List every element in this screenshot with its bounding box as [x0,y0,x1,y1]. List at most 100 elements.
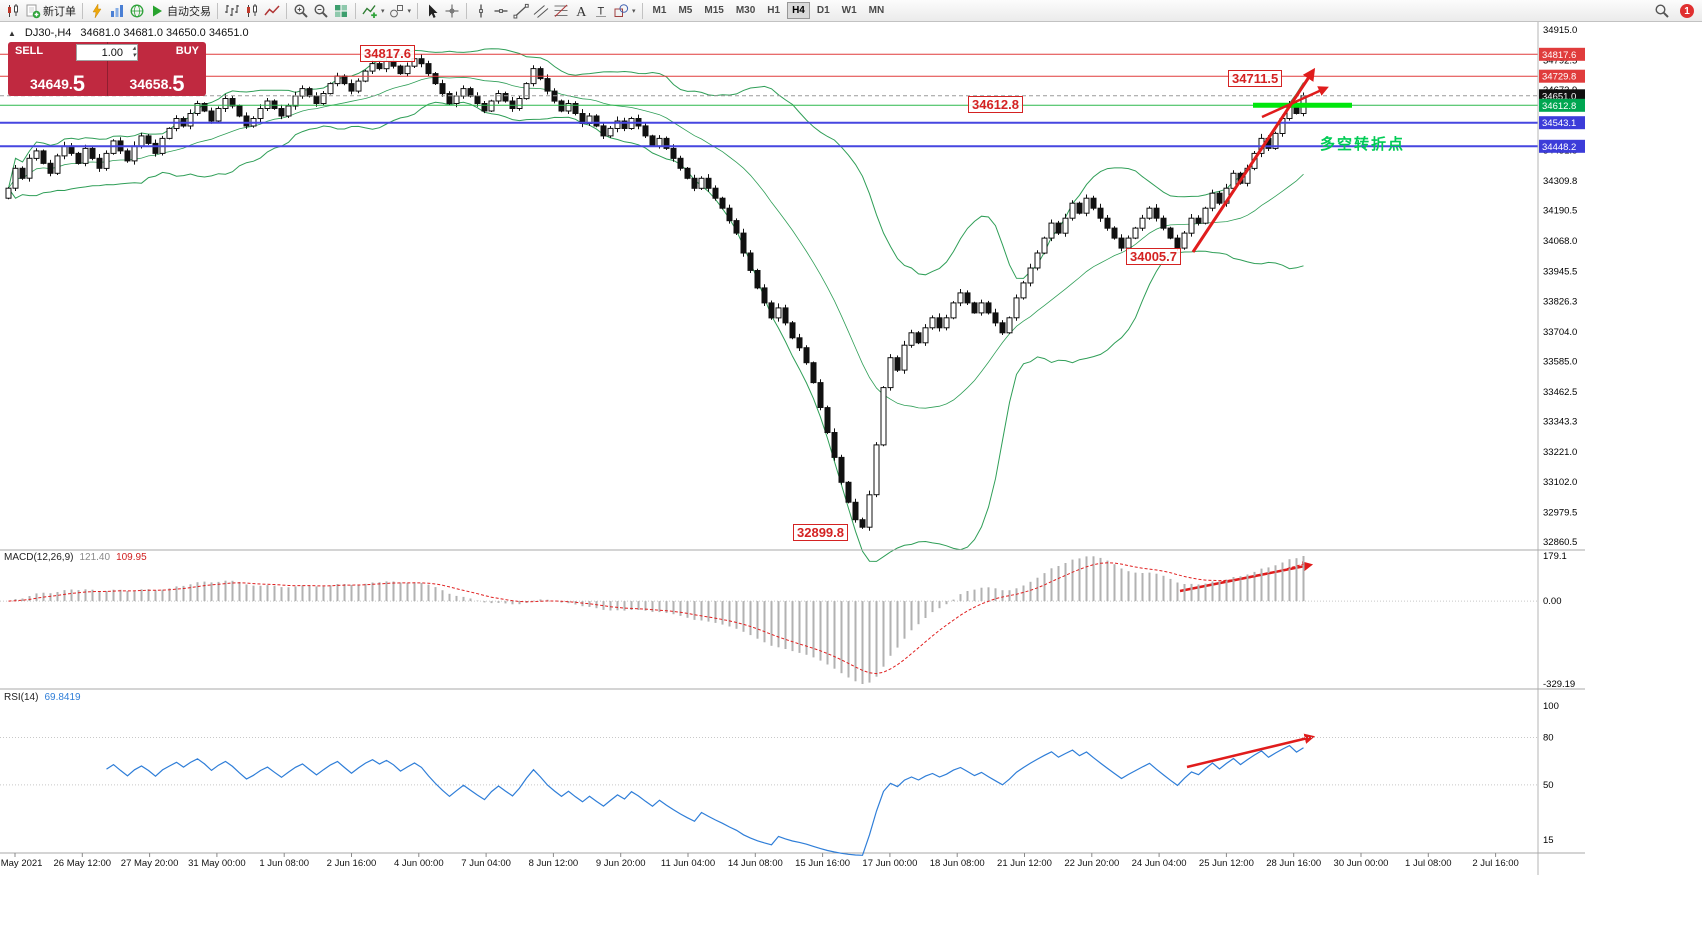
notification-badge[interactable]: 1 [1680,4,1694,18]
trend-arrow[interactable] [1191,67,1316,253]
svg-text:32860.5: 32860.5 [1543,537,1577,548]
svg-text:1 Jun 08:00: 1 Jun 08:00 [259,858,309,869]
svg-text:4 Jun 00:00: 4 Jun 00:00 [394,858,444,869]
candle-chart-button-icon [244,3,260,19]
one-click-trading-panel: SELL 34649.5 BUY 34658.5 1.00 ▴ ▾ [8,42,206,96]
zoom-in-button[interactable] [291,1,311,21]
svg-text:25 Jun 12:00: 25 Jun 12:00 [1199,858,1254,869]
objects-button-icon [389,3,405,19]
sell-price: 34649.5 [29,71,86,96]
autotrading-button[interactable]: 自动交易 [147,1,213,21]
buy-price: 34658.5 [129,71,185,96]
symbol-info: ▲ DJ30-,H4 34681.0 34681.0 34650.0 34651… [8,27,249,39]
svg-text:9 Jun 20:00: 9 Jun 20:00 [596,858,646,869]
svg-text:28 Jun 16:00: 28 Jun 16:00 [1266,858,1321,869]
line-chart-button[interactable] [262,1,282,21]
search-button[interactable] [1652,1,1672,21]
svg-text:34448.2: 34448.2 [1542,142,1576,153]
horizontal-line-button-icon [493,3,509,19]
lot-value: 1.00 [101,46,123,59]
quick-trade-icon[interactable] [87,1,107,21]
market-watch-icon[interactable] [107,1,127,21]
svg-text:26 May 12:00: 26 May 12:00 [54,858,112,869]
svg-text:34651.0: 34651.0 [1542,91,1576,102]
label-button[interactable]: T [591,1,611,21]
toolbar-separator [466,2,468,19]
new-order-button-icon [25,3,41,19]
market-watch-icon-icon [109,3,125,19]
crosshair-button[interactable] [442,1,462,21]
tile-windows-button[interactable] [331,1,351,21]
new-order-button-label: 新订单 [43,5,76,18]
chevron-down-icon: ▾ [632,7,636,15]
timeframe-mn-button[interactable]: MN [868,5,885,16]
shapes-button[interactable]: ▾ [611,1,638,21]
bar-chart-button[interactable] [222,1,242,21]
price-callout[interactable]: 34005.7 [1126,248,1181,265]
price-callout[interactable]: 34711.5 [1228,70,1283,87]
svg-text:33343.3: 33343.3 [1543,417,1577,428]
svg-text:30 Jun 00:00: 30 Jun 00:00 [1334,858,1389,869]
price-callout[interactable]: 34612.8 [968,96,1023,113]
svg-text:34792.5: 34792.5 [1543,56,1577,67]
macd-signal-value: 109.95 [116,552,147,563]
svg-text:14 Jun 08:00: 14 Jun 08:00 [728,858,783,869]
timeframe-w1-button[interactable]: W1 [841,5,857,16]
svg-text:179.1: 179.1 [1543,551,1567,562]
channel-button-icon [533,3,549,19]
indicators-button[interactable]: ▾ [360,1,387,21]
indicators-button-icon [362,3,378,19]
time-axis[interactable]: 25 May 2021 26 May 12:00 27 May 20:00 31 Ma… [0,853,1519,869]
channel-button[interactable] [531,1,551,21]
candle-chart-button[interactable] [242,1,262,21]
vertical-line-button[interactable] [471,1,491,21]
timeframe-h1-button[interactable]: H1 [767,5,781,16]
symbol-name: DJ30-,H4 [24,27,72,39]
trend-arrow[interactable] [1261,86,1329,119]
toolbar-right-cluster: 1 [1652,0,1694,22]
timeframe-d1-button[interactable]: D1 [816,5,830,16]
chevron-down-icon: ▾ [381,7,385,15]
svg-text:22 Jun 20:00: 22 Jun 20:00 [1064,858,1119,869]
price-marker: 34817.6 [1539,47,1585,61]
timeframe-m15-button[interactable]: M15 [704,5,724,16]
buy-label: BUY [175,45,199,57]
sell-label: SELL [15,45,44,57]
zoom-out-button[interactable] [311,1,331,21]
price-scale[interactable]: 34915.034792.534673.934553.034431.534309… [1539,25,1585,548]
macd-signal-line [8,562,1304,675]
timeframe-m1-button[interactable]: M1 [652,5,667,16]
horizontal-line-button[interactable] [491,1,511,21]
svg-text:80: 80 [1543,733,1554,744]
rsi-panel[interactable]: 100 80 50 15 [0,701,1559,856]
svg-text:33945.5: 33945.5 [1543,267,1577,278]
trend-arrow[interactable] [1186,733,1316,769]
chart-window-icon[interactable] [3,1,23,21]
tile-windows-button-icon [333,3,349,19]
lot-stepper[interactable]: ▴ ▾ [132,45,136,59]
price-callout[interactable]: 32899.8 [793,524,848,541]
objects-button[interactable]: ▾ [387,1,414,21]
fibonacci-button[interactable] [551,1,571,21]
toolbar-separator [417,2,419,19]
svg-text:34729.8: 34729.8 [1542,72,1576,83]
timeframe-m5-button[interactable]: M5 [678,5,693,16]
price-callout[interactable]: 34817.6 [360,45,415,62]
quick-trade-icon-icon [89,2,105,19]
cursor-button[interactable] [422,1,442,21]
lot-size-input[interactable]: 1.00 ▴ ▾ [76,44,138,61]
trendline-button[interactable] [511,1,531,21]
text-note[interactable]: 多空转折点 [1320,136,1406,153]
timeframe-h4-button[interactable]: H4 [787,2,810,19]
cursor-button-icon [424,3,440,19]
macd-panel[interactable]: 179.1 0.00 -329.19 [0,551,1575,690]
toolbar: 新订单 自动交易 ▾ ▾ A T ▾ M1 M5 M15 M30 H1 H4 D1 W1 MN 1 [0,0,1702,22]
svg-text:32979.5: 32979.5 [1543,507,1577,518]
new-order-button[interactable]: 新订单 [23,1,78,21]
toolbar-separator [286,2,287,19]
community-icon[interactable] [127,1,147,21]
text-button[interactable]: A [571,1,591,21]
timeframe-m30-button[interactable]: M30 [735,5,756,16]
